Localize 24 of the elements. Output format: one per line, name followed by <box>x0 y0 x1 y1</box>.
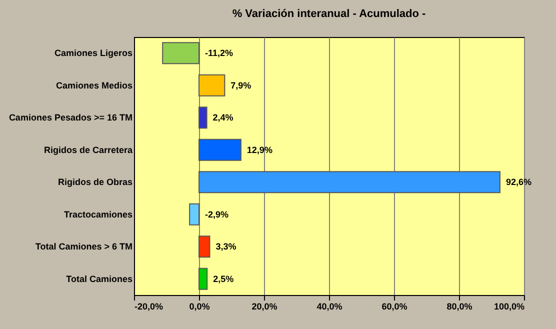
y-tick-label: Camiones Ligeros <box>54 48 132 58</box>
data-label: 2,5% <box>213 274 234 284</box>
data-label: 3,3% <box>216 242 236 252</box>
chart-title: % Variación interanual - Acumulado - <box>232 8 426 20</box>
x-tick-label: 80,0% <box>446 302 472 312</box>
y-tick-label: Camiones Pesados >= 16 TM <box>8 112 132 123</box>
x-tick-label: 40,0% <box>316 302 342 312</box>
data-label: 2,4% <box>212 112 234 123</box>
y-tick-label: Total Camiones > 6 TM <box>35 242 132 252</box>
y-tick-label: Camiones Medios <box>56 80 132 90</box>
x-tick-label: 60,0% <box>382 302 408 312</box>
y-tick-label: Total Camiones <box>66 274 132 284</box>
data-label: 92,6% <box>506 177 532 188</box>
x-tick-label: 20,0% <box>252 302 278 312</box>
data-label: -2,9% <box>205 209 229 220</box>
y-tick-label: Rigidos de Carretera <box>44 144 134 155</box>
data-label: 12,9% <box>246 144 272 155</box>
x-tick-label: 0,0% <box>189 302 210 312</box>
data-label: -11,2% <box>205 48 234 58</box>
x-tick-label: -20,0% <box>134 302 164 312</box>
y-tick-label: Rigidos de Obras <box>58 177 132 188</box>
x-tick-label: 100,0% <box>494 302 524 312</box>
y-tick-label: Tractocamiones <box>64 209 132 220</box>
data-label: 7,9% <box>230 80 252 90</box>
